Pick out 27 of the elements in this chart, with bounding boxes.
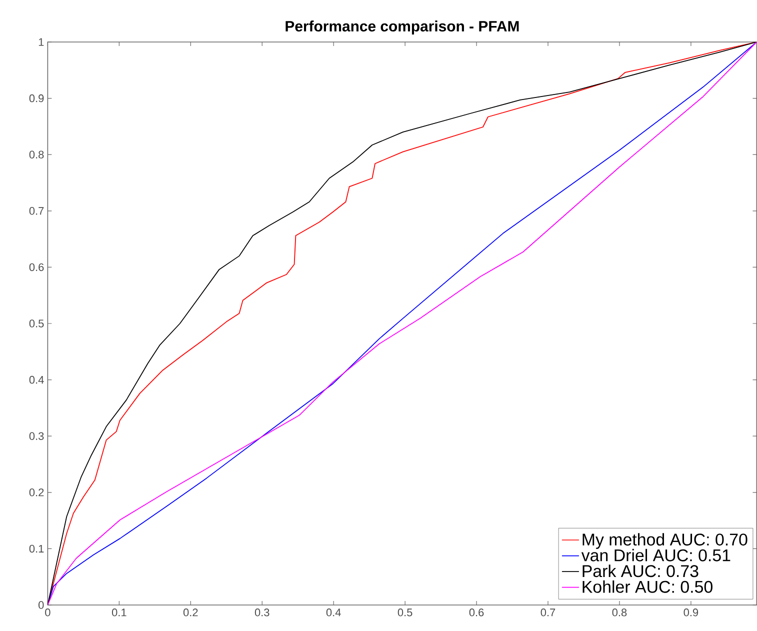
x-tick-label: 0.6 (469, 608, 484, 616)
legend-label: Kohler AUC: 0.50 (582, 580, 712, 593)
y-tick-label: 0.4 (29, 376, 44, 384)
x-tick-label: 0.3 (254, 608, 270, 616)
legend-label: My method AUC: 0.70 (582, 533, 748, 549)
legend-label: Park AUC: 0.73 (582, 564, 698, 578)
y-tick-label: 1 (38, 38, 44, 46)
y-tick-label: 0.9 (29, 94, 44, 102)
x-tick-label: 0 (45, 608, 50, 616)
y-tick-label: 0.2 (29, 488, 44, 496)
y-tick-label: 0.7 (29, 207, 44, 215)
chart-title: Performance comparison - PFAM (286, 20, 519, 34)
x-tick-label: 0.9 (684, 608, 698, 616)
x-tick-label: 0.5 (398, 608, 412, 616)
y-tick-label: 0.1 (29, 544, 44, 553)
y-tick-label: 0.8 (29, 150, 44, 158)
y-tick-label: 0 (38, 601, 44, 609)
y-tick-label: 0.5 (29, 320, 44, 328)
y-tick-label: 0.6 (29, 263, 44, 272)
y-tick-label: 0.3 (29, 432, 44, 440)
line-series (48, 42, 757, 605)
legend-label: van Driel AUC: 0.51 (581, 548, 730, 562)
x-tick-label: 0.2 (183, 608, 198, 616)
x-tick-label: 0.4 (326, 608, 341, 616)
x-tick-label: 0.8 (612, 608, 627, 616)
x-tick-label: 0.1 (112, 608, 126, 616)
x-tick-label: 0.7 (540, 608, 556, 616)
